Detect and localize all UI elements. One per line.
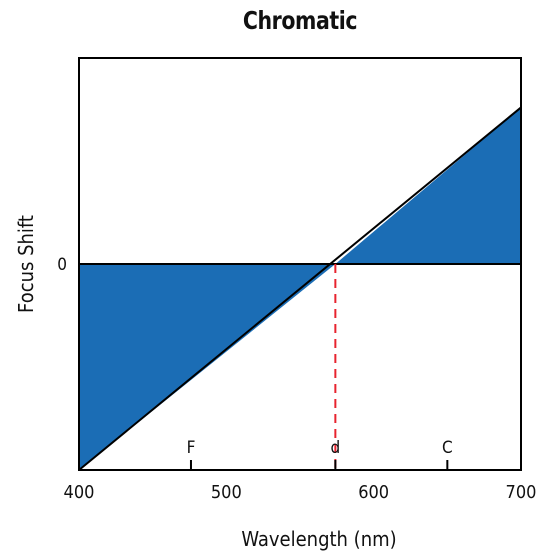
y-tick-label-0: 0 <box>57 255 67 275</box>
x-tick-label-600: 600 <box>358 482 389 503</box>
chart-title: Chromatic <box>242 6 358 35</box>
plot-frame <box>78 57 522 471</box>
reference-label-d: d <box>331 438 341 458</box>
x-axis-title: Wavelength (nm) <box>241 527 396 551</box>
x-tick-label-500: 500 <box>211 482 242 503</box>
x-tick-label-400: 400 <box>64 482 95 503</box>
x-tick-label-700: 700 <box>506 482 537 503</box>
focus-shift-line <box>78 106 522 471</box>
y-axis-title: Focus Shift <box>14 215 38 313</box>
reference-label-c: C <box>442 438 453 458</box>
reference-label-f: F <box>187 438 196 458</box>
